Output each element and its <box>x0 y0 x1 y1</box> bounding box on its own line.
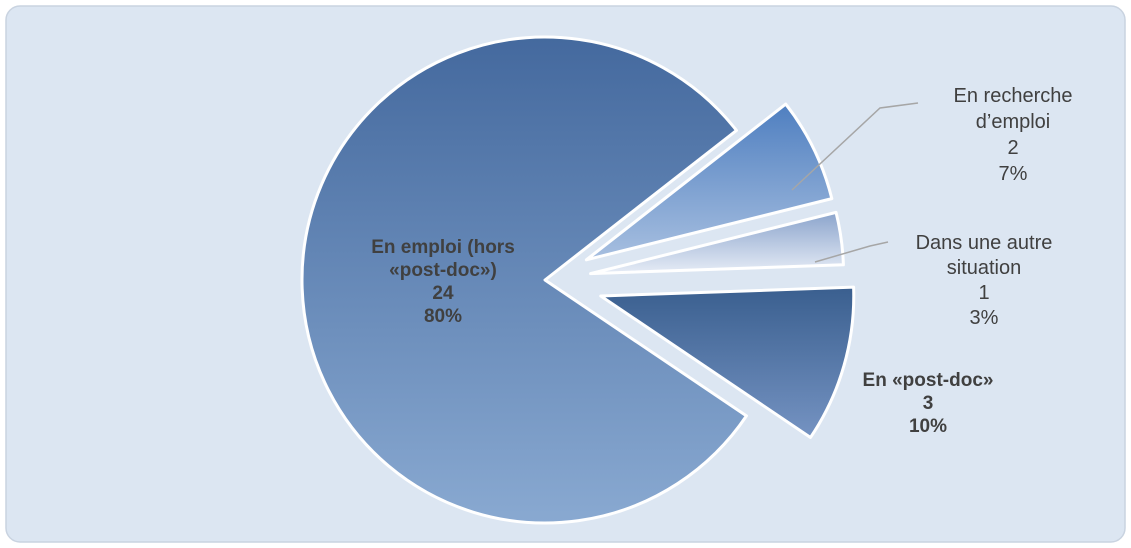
label-recherche-emploi-value: 2 <box>1007 137 1018 159</box>
label-en-emploi-percent: 80% <box>424 306 462 327</box>
label-autre-situation-value: 1 <box>978 282 989 304</box>
label-autre-situation-name: situation <box>947 257 1022 279</box>
slice-post-doc <box>599 285 856 439</box>
label-en-emploi-name: En emploi (hors <box>371 237 515 258</box>
slice-autre-situation <box>589 210 845 276</box>
label-post-doc-percent: 10% <box>909 416 947 437</box>
label-recherche-emploi-name: d’emploi <box>976 111 1050 133</box>
slice-en-emploi <box>300 35 748 525</box>
leader-line-recherche-emploi <box>791 102 919 191</box>
label-recherche-emploi-percent: 7% <box>999 163 1028 185</box>
label-post-doc-name: En «post-doc» <box>863 370 994 391</box>
label-autre-situation-percent: 3% <box>970 307 999 329</box>
label-en-emploi-name: «post-doc») <box>389 260 497 281</box>
label-recherche-emploi-name: En recherche <box>954 85 1073 107</box>
label-autre-situation-name: Dans une autre <box>916 232 1053 254</box>
label-en-emploi-value: 24 <box>432 283 454 304</box>
slice-recherche-emploi <box>584 102 834 262</box>
leader-line-autre-situation <box>814 241 889 263</box>
label-post-doc-value: 3 <box>923 393 934 414</box>
